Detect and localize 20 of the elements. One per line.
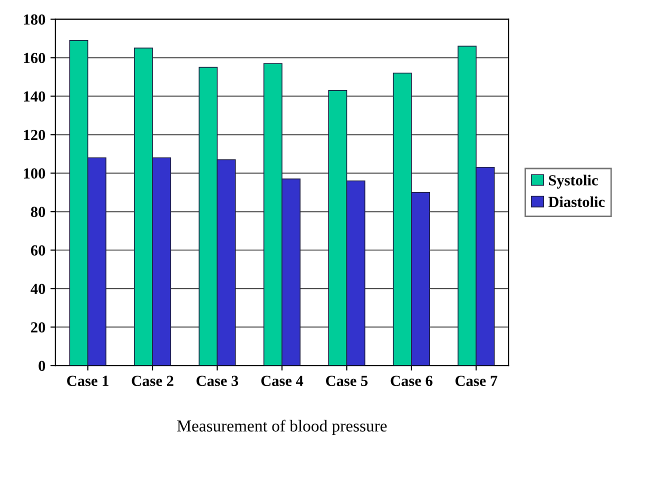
legend-label: Systolic [548,174,598,189]
x-tick-label: Case 7 [456,376,498,386]
y-tick-label: 0 [38,360,46,372]
y-tick-label: 60 [30,245,46,256]
y-tick-label: 180 [24,14,46,25]
y-tick-label: 140 [24,91,46,102]
y-tick-label: 40 [30,284,46,294]
x-tick-label: Case 6 [390,376,432,386]
x-axis-title: Measurement of blood pressure [177,420,387,435]
x-tick-label: Case 4 [261,376,304,386]
x-tick-label: Case 5 [326,376,368,386]
y-tick-label: 100 [24,168,46,179]
x-tick-label: Case 3 [196,376,238,386]
y-tick-label: 80 [30,206,46,218]
x-tick-label: Case 2 [132,376,174,386]
legend-label: Diastolic [548,196,605,208]
y-tick-label: 20 [31,322,46,333]
y-tick-label: 160 [24,52,46,64]
y-tick-label: 120 [24,130,46,140]
x-tick-label: Case 1 [67,376,108,386]
